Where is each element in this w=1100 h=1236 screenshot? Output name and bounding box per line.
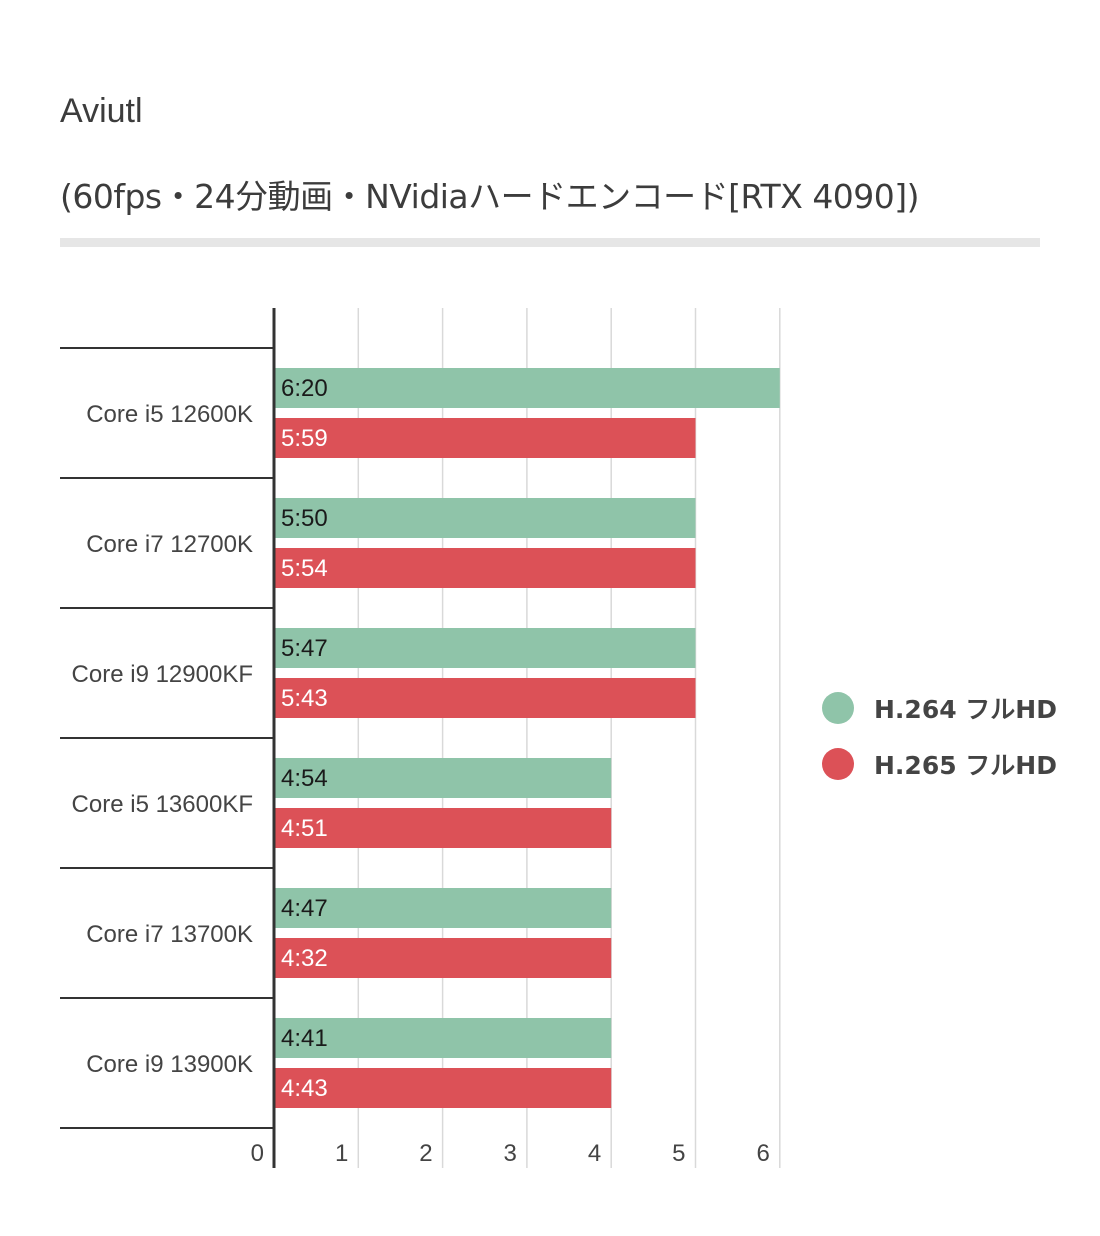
bar-h264: [274, 888, 612, 928]
bar-h265: [274, 678, 696, 718]
data-label: 5:50: [281, 505, 328, 532]
category-label: Core i9 13900K: [86, 1051, 253, 1078]
data-label: 4:41: [281, 1025, 328, 1052]
bar-h264: [274, 498, 696, 538]
bar-h265: [274, 808, 612, 848]
category-label: Core i5 12600K: [86, 401, 253, 428]
legend-label-h265: H.265 フルHD: [874, 751, 1057, 780]
bar-h265: [274, 418, 696, 458]
data-label: 4:32: [281, 945, 328, 972]
x-tick-label: 4: [588, 1140, 601, 1167]
chart-subtitle: (60fps・24分動画・NVidiaハードエンコード[RTX 4090]): [60, 177, 920, 216]
data-label: 4:43: [281, 1075, 328, 1102]
data-label: 4:47: [281, 895, 328, 922]
x-tick-label: 2: [419, 1140, 432, 1167]
bar-h264: [274, 628, 696, 668]
legend: H.264 フルHD H.265 フルHD: [822, 692, 1057, 804]
x-tick-label: 1: [335, 1140, 348, 1167]
data-label: 5:59: [281, 425, 328, 452]
category-label: Core i7 12700K: [86, 531, 253, 558]
bar-h264: [274, 1018, 612, 1058]
category-label: Core i7 13700K: [86, 921, 253, 948]
category-label: Core i5 13600KF: [72, 791, 253, 818]
category-label: Core i9 12900KF: [72, 661, 253, 688]
legend-item-h265: H.265 フルHD: [822, 748, 1057, 780]
bar-h264: [274, 368, 780, 408]
title-divider: [60, 238, 1040, 247]
data-label: 5:47: [281, 635, 328, 662]
legend-swatch-h264: [822, 692, 854, 724]
chart-title: Aviutl: [60, 92, 143, 130]
legend-label-h264: H.264 フルHD: [874, 695, 1057, 724]
x-tick-label: 3: [504, 1140, 517, 1167]
x-tick-label: 0: [251, 1140, 264, 1167]
bar-h264: [274, 758, 612, 798]
legend-swatch-h265: [822, 748, 854, 780]
data-label: 5:43: [281, 685, 328, 712]
bar-h265: [274, 938, 612, 978]
legend-item-h264: H.264 フルHD: [822, 692, 1057, 724]
data-label: 4:51: [281, 815, 328, 842]
x-tick-label: 5: [672, 1140, 685, 1167]
x-tick-label: 6: [756, 1140, 769, 1167]
data-label: 5:54: [281, 555, 328, 582]
bar-h265: [274, 1068, 612, 1108]
data-label: 6:20: [281, 375, 328, 402]
data-label: 4:54: [281, 765, 328, 792]
bar-h265: [274, 548, 696, 588]
